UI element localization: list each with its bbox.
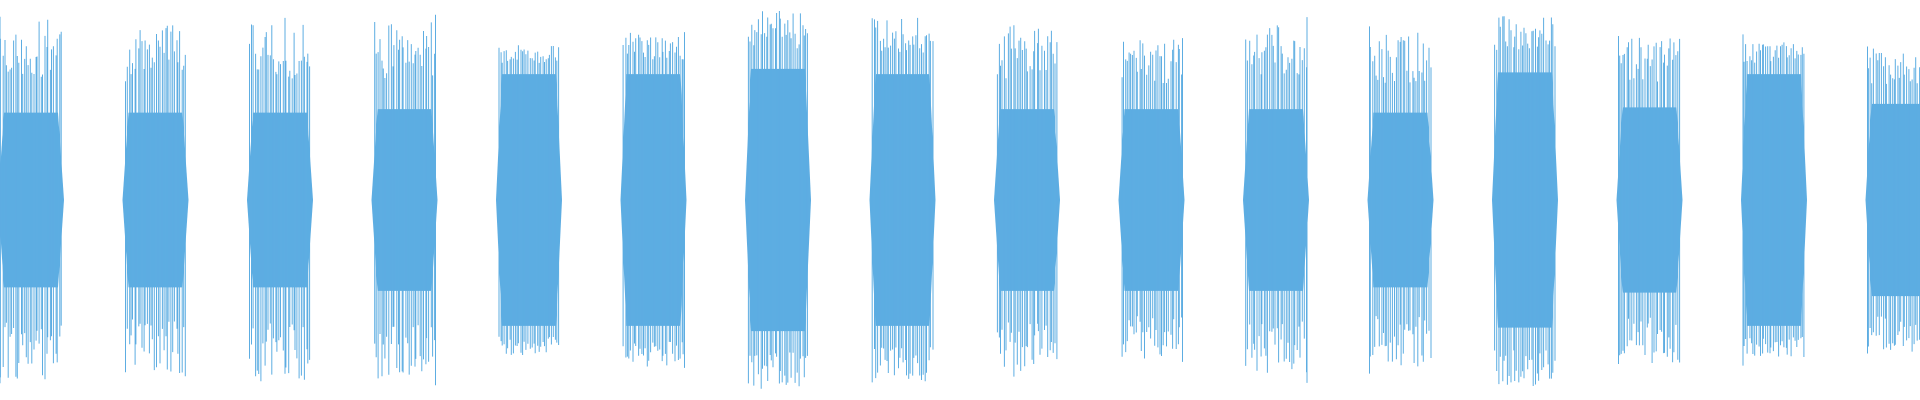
waveform-burst-8 xyxy=(869,17,936,383)
waveform-burst-14 xyxy=(1616,36,1683,364)
waveform-burst-2 xyxy=(122,25,189,377)
waveform-burst-3 xyxy=(247,17,313,382)
waveform-burst-10 xyxy=(1118,38,1185,362)
waveform-burst-12 xyxy=(1367,26,1434,374)
waveform-burst-13 xyxy=(1492,16,1558,386)
waveform-bursts xyxy=(0,11,1920,389)
waveform-burst-6 xyxy=(620,32,687,368)
burst-core xyxy=(371,109,438,291)
burst-core xyxy=(1741,74,1807,326)
waveform-burst-5 xyxy=(496,45,562,355)
waveform-burst-7 xyxy=(745,11,811,389)
waveform-burst-1 xyxy=(0,16,64,384)
waveform-burst-16 xyxy=(1865,46,1920,354)
burst-core xyxy=(869,74,936,326)
waveform-burst-9 xyxy=(994,25,1060,377)
waveform-burst-11 xyxy=(1243,17,1309,383)
burst-core xyxy=(1616,107,1683,293)
burst-core xyxy=(1118,109,1185,291)
waveform-burst-4 xyxy=(371,14,438,386)
waveform-burst-15 xyxy=(1741,34,1807,366)
burst-core xyxy=(496,74,562,326)
